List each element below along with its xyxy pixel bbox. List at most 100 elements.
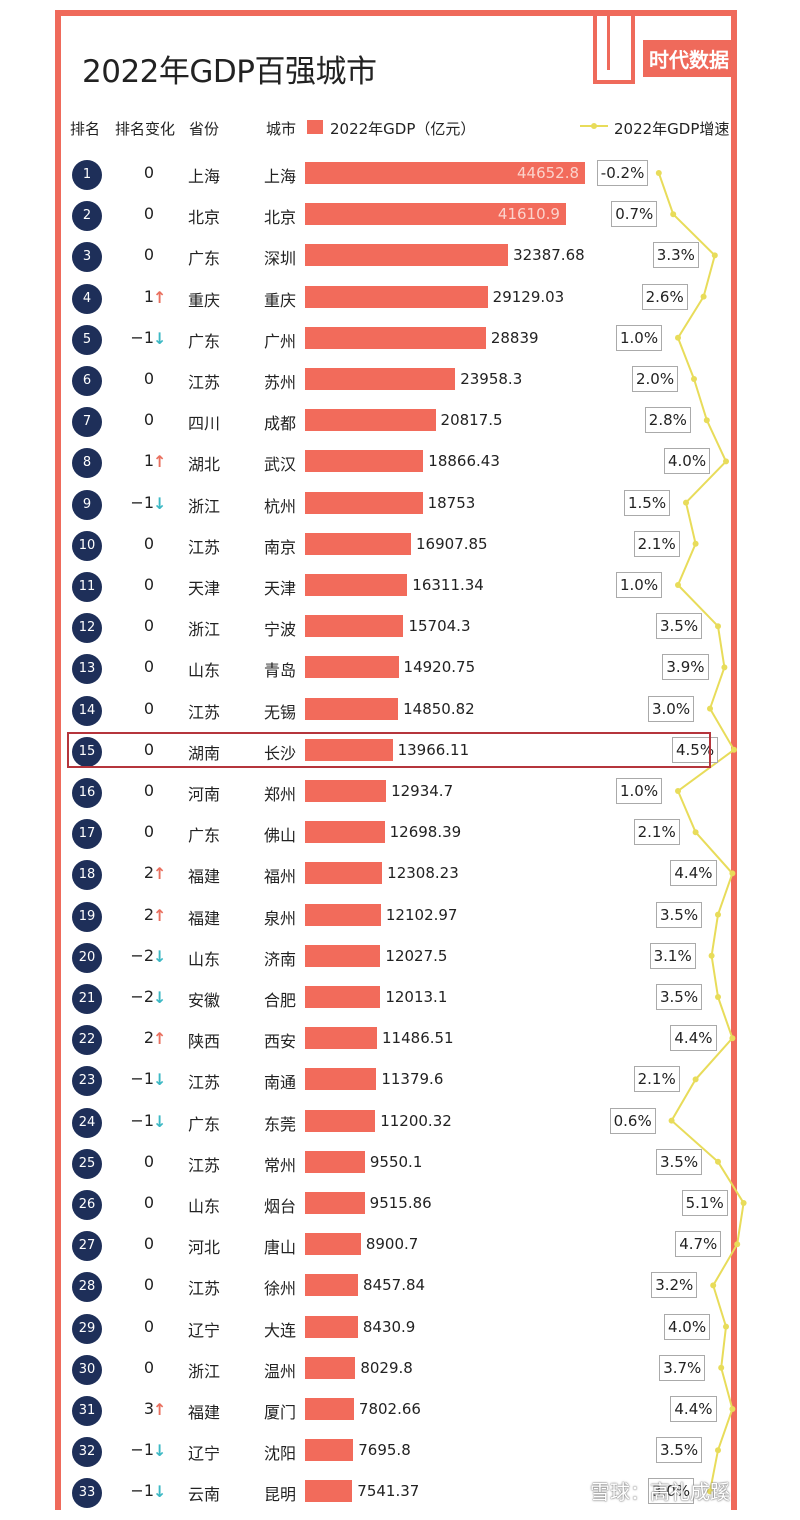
- gdp-bar: [305, 903, 381, 926]
- province-label: 江苏: [188, 537, 221, 557]
- province-label: 浙江: [188, 620, 221, 640]
- growth-point: [675, 788, 681, 794]
- rank-change: 1: [143, 286, 154, 306]
- gdp-value-label: 16311.34: [412, 576, 484, 594]
- table-row: 22 2 ↑ 陕西 西安 11486.51 4.4%: [0, 1019, 800, 1060]
- growth-point: [715, 623, 721, 630]
- gdp-value-label: 23958.3: [460, 370, 523, 388]
- arrow-up-icon: ↑: [153, 287, 167, 307]
- gdp-value-label: 14850.82: [403, 699, 475, 718]
- province-label: 重庆: [188, 290, 221, 310]
- city-label: 西安: [264, 1032, 297, 1052]
- growth-value-label: 3.7%: [659, 1354, 706, 1381]
- growth-value-label: 4.7%: [675, 1231, 722, 1258]
- city-label: 杭州: [264, 496, 297, 516]
- arrow-down-icon: ↓: [153, 493, 167, 513]
- arrow-up-icon: ↑: [153, 864, 167, 884]
- growth-value-label: 1.0%: [616, 778, 663, 804]
- city-label: 北京: [264, 208, 297, 228]
- arrow-up-icon: ↑: [153, 452, 167, 472]
- city-label: 大连: [264, 1320, 297, 1340]
- rank-change: −1: [130, 492, 154, 512]
- growth-value-label: 3.5%: [656, 1437, 703, 1464]
- rank-badge: 16: [72, 778, 102, 808]
- city-label: 青岛: [264, 661, 297, 681]
- rank-badge: 7: [72, 407, 102, 438]
- growth-value-label: 3.0%: [648, 1478, 695, 1505]
- growth-point: [708, 952, 715, 959]
- table-row: 4 1 ↑ 重庆 重庆 29129.03 2.6%: [0, 278, 800, 319]
- rank-badge: 18: [72, 860, 102, 891]
- rank-badge: 24: [72, 1107, 102, 1138]
- table-row: 15 0 湖南 长沙 13966.11 4.5%: [0, 731, 800, 772]
- growth-point: [729, 1406, 736, 1412]
- province-label: 河南: [188, 785, 221, 804]
- table-row: 3 0 广东 深圳 32387.68 3.3%: [0, 236, 800, 277]
- rank-badge: 33: [72, 1478, 102, 1509]
- table-row: 17 0 广东 佛山 12698.39 2.1%: [0, 813, 800, 854]
- gdp-value-label: 12934.7: [391, 782, 454, 800]
- table-row: 29 0 辽宁 大连 8430.9 4.0%: [0, 1308, 800, 1349]
- table-row: 7 0 四川 成都 20817.5 2.8%: [0, 401, 800, 442]
- growth-point: [729, 1035, 736, 1042]
- gdp-value-label: 12698.39: [389, 823, 462, 842]
- gdp-bar: [305, 1150, 365, 1173]
- gdp-bar: [305, 1315, 358, 1338]
- province-label: 湖北: [188, 455, 221, 475]
- growth-legend-line: [580, 123, 608, 129]
- rank-change: 0: [143, 1234, 154, 1254]
- province-label: 天津: [188, 579, 221, 598]
- gdp-bar: [305, 821, 385, 844]
- province-label: 浙江: [188, 1361, 221, 1381]
- city-label: 天津: [264, 579, 297, 598]
- table-row: 9 −1 ↓ 浙江 杭州 18753 1.5%: [0, 484, 800, 525]
- rank-change: 0: [143, 410, 154, 430]
- city-label: 武汉: [264, 455, 297, 475]
- rank-change: −1: [130, 1440, 154, 1460]
- gdp-bar: [305, 1192, 365, 1214]
- city-label: 深圳: [264, 249, 297, 269]
- gdp-bar: [305, 656, 399, 679]
- rank-change: 0: [143, 657, 154, 677]
- growth-value-label: 4.0%: [664, 448, 711, 475]
- table-row: 8 1 ↑ 湖北 武汉 18866.43 4.0%: [0, 442, 800, 483]
- rank-badge: 5: [72, 324, 102, 355]
- table-row: 18 2 ↑ 福建 福州 12308.23 4.4%: [0, 854, 800, 895]
- gdp-value-label: 32387.68: [513, 246, 585, 265]
- table-row: 19 2 ↑ 福建 泉州 12102.97 3.5%: [0, 896, 800, 937]
- growth-value-label: 3.9%: [662, 654, 709, 681]
- city-label: 南京: [264, 537, 297, 557]
- growth-value-label: 4.5%: [672, 736, 719, 763]
- gdp-bar: [305, 574, 408, 596]
- arrow-up-icon: ↑: [153, 1029, 167, 1049]
- city-label: 泉州: [264, 908, 297, 928]
- table-row: 14 0 江苏 无锡 14850.82 3.0%: [0, 690, 800, 731]
- gdp-bar: [305, 1480, 353, 1503]
- growth-value-label: 2.0%: [632, 366, 679, 392]
- rank-change: 3: [143, 1399, 154, 1418]
- province-label: 福建: [188, 908, 221, 928]
- table-row: 20 −2 ↓ 山东 济南 12027.5 3.1%: [0, 937, 800, 978]
- growth-point: [703, 417, 710, 424]
- gdp-value-label: 16907.85: [416, 534, 488, 553]
- gdp-value-label: 13966.11: [397, 740, 470, 759]
- growth-point: [711, 252, 718, 259]
- province-label: 山东: [188, 661, 221, 681]
- table-row: 6 0 江苏 苏州 23958.3 2.0%: [0, 360, 800, 401]
- highlight-box-changsha: [67, 732, 711, 768]
- header-growth-legend: 2022年GDP增速: [614, 120, 730, 138]
- rank-change: −2: [130, 987, 154, 1006]
- gdp-value-label: 8900.7: [365, 1235, 419, 1254]
- rank-change: 2: [143, 904, 154, 924]
- province-label: 江苏: [188, 1073, 221, 1093]
- rank-badge: 2: [72, 201, 102, 232]
- rank-change: 2: [143, 863, 154, 883]
- gdp-value-label: 20817.5: [440, 411, 503, 430]
- growth-point: [715, 911, 721, 918]
- rank-badge: 28: [72, 1272, 102, 1303]
- rank-change: 0: [143, 1357, 154, 1377]
- rank-change: 0: [143, 163, 154, 182]
- rank-change: 0: [143, 575, 154, 594]
- rank-badge: 10: [72, 530, 102, 561]
- brand-mark-stroke: [607, 10, 610, 70]
